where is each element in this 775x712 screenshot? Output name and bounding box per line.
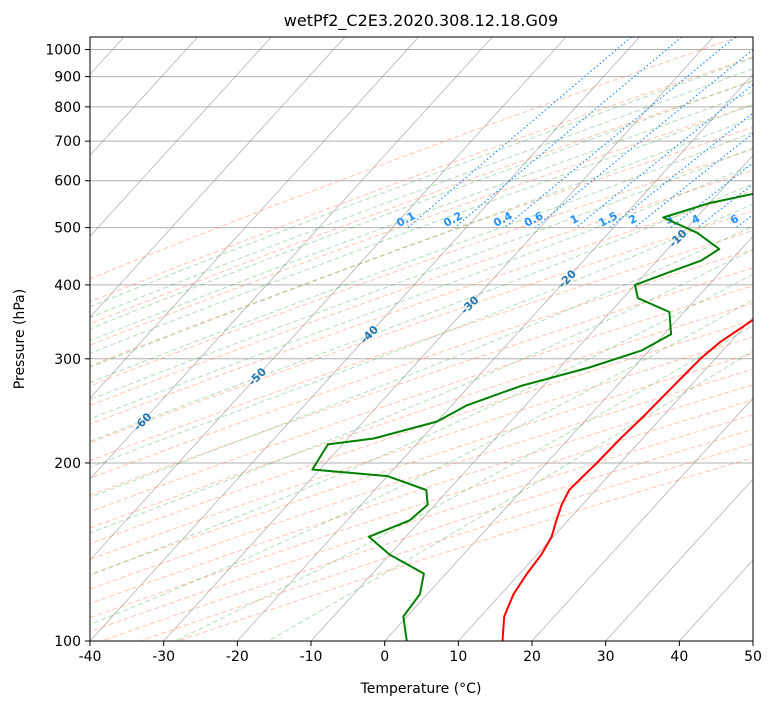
- x-tick-label: 10: [449, 649, 467, 665]
- y-tick-label: 800: [54, 100, 81, 116]
- x-tick-label: -10: [300, 649, 323, 665]
- y-axis-title: Pressure (hPa): [12, 289, 28, 389]
- y-tick-label: 700: [54, 134, 81, 150]
- y-tick-label: 1000: [45, 43, 81, 59]
- x-tick-label: 0: [380, 649, 389, 665]
- x-tick-label: 50: [744, 649, 762, 665]
- chart-title: wetPf2_C2E3.2020.308.12.18.G09: [284, 11, 558, 31]
- x-tick-label: 40: [670, 649, 688, 665]
- x-tick-label: -20: [226, 649, 249, 665]
- y-tick-label: 600: [54, 174, 81, 190]
- y-tick-label: 400: [54, 278, 81, 294]
- x-axis-title: Temperature (°C): [360, 681, 482, 697]
- y-tick-label: 200: [54, 456, 81, 472]
- y-tick-label: 900: [54, 70, 81, 86]
- y-tick-label: 300: [54, 352, 81, 368]
- x-tick-label: 20: [523, 649, 541, 665]
- x-tick-label: -40: [79, 649, 102, 665]
- y-tick-label: 500: [54, 221, 81, 237]
- y-tick-label: 100: [54, 634, 81, 650]
- x-tick-label: 30: [597, 649, 615, 665]
- x-tick-label: -30: [152, 649, 175, 665]
